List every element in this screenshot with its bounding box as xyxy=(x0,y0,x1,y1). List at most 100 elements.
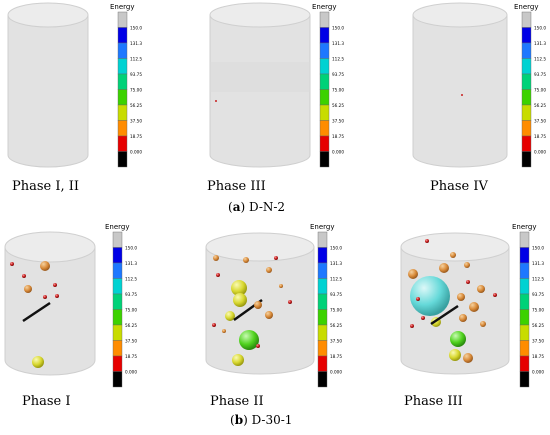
colorbar-swatch xyxy=(319,58,330,75)
colorbar-swatch xyxy=(317,309,328,326)
colorbar-swatch xyxy=(112,278,123,295)
colorbar-tick: 112.5 xyxy=(125,277,137,282)
colorbar-swatch xyxy=(117,151,128,168)
colorbar-tick: 0.000 xyxy=(332,150,344,155)
colorbar-title: Energy xyxy=(514,3,539,11)
colorbar-tick: 112.5 xyxy=(330,277,342,282)
colorbar-swatch xyxy=(117,42,128,59)
colorbar-tick: 0.000 xyxy=(532,370,544,375)
colorbar-swatch xyxy=(112,231,123,248)
colorbar-swatch xyxy=(112,293,123,310)
colorbar-tick: 93.75 xyxy=(330,292,342,297)
colorbar-tick: 37.50 xyxy=(130,119,142,124)
colorbar-tick: 112.5 xyxy=(332,57,344,62)
colorbar-tick: 150.0 xyxy=(532,246,544,251)
colorbar-swatch xyxy=(112,371,123,388)
panel-label-a3: Phase IV xyxy=(430,179,489,194)
colorbar-swatch xyxy=(112,309,123,326)
colorbar-tick: 131.3 xyxy=(330,261,342,266)
colorbar-swatch xyxy=(319,42,330,59)
colorbar-swatch xyxy=(317,231,328,248)
colorbar-tick: 18.75 xyxy=(534,134,546,139)
colorbar-tick: 0.000 xyxy=(130,150,142,155)
colorbar-title: Energy xyxy=(312,3,337,11)
colorbar-swatch xyxy=(521,104,532,121)
colorbar-tick: 75.00 xyxy=(125,308,137,313)
panel-label-b2: Phase II xyxy=(210,394,264,409)
colorbar-swatch xyxy=(319,89,330,106)
colorbar-tick: 18.75 xyxy=(332,134,344,139)
colorbar-tick: 56.25 xyxy=(532,323,544,328)
colorbar-title: Energy xyxy=(110,3,135,11)
panel-label-a2: Phase III xyxy=(207,179,266,194)
colorbar-swatch xyxy=(521,27,532,44)
colorbar-tick: 0.000 xyxy=(534,150,546,155)
colorbar-tick: 37.50 xyxy=(125,339,137,344)
colorbar-a1: Energy 150.0 131.3 112.5 93.75 75.00 56.25 37.5… xyxy=(110,3,142,168)
colorbar-swatch xyxy=(319,11,330,28)
caption-a: (a) D-N-2 xyxy=(228,200,285,214)
colorbar-swatch xyxy=(521,120,532,137)
colorbar-swatch xyxy=(519,324,530,341)
colorbar-swatch xyxy=(317,371,328,388)
colorbar-swatch xyxy=(319,104,330,121)
colorbar-tick: 112.5 xyxy=(534,57,546,62)
colorbar-b2: Energy 150.0 131.3 112.5 93.75 75.00 56.25 37.5… xyxy=(310,223,342,388)
caption-b-text: D-30-1 xyxy=(248,413,293,427)
cylinder-b1 xyxy=(4,231,96,376)
cylinder-a1 xyxy=(7,2,89,168)
colorbar-swatch xyxy=(519,293,530,310)
colorbar-swatch xyxy=(117,135,128,152)
colorbar-swatch xyxy=(521,42,532,59)
colorbar-swatch xyxy=(519,309,530,326)
colorbar-tick: 131.3 xyxy=(534,41,546,46)
colorbar-tick: 131.3 xyxy=(130,41,142,46)
colorbar-swatch xyxy=(117,120,128,137)
colorbar-tick: 150.0 xyxy=(330,246,342,251)
colorbar-a3: Energy 150.0 131.3 112.5 93.75 75.00 56.25 37.5… xyxy=(514,3,546,168)
colorbar-swatch xyxy=(519,355,530,372)
colorbar-tick: 0.000 xyxy=(330,370,342,375)
colorbar-tick: 18.75 xyxy=(130,134,142,139)
colorbar-tick: 37.50 xyxy=(330,339,342,344)
colorbar-swatch xyxy=(317,324,328,341)
colorbar-tick: 0.000 xyxy=(125,370,137,375)
cylinder-a3 xyxy=(412,2,508,168)
colorbar-swatch xyxy=(519,231,530,248)
colorbar-tick: 75.00 xyxy=(130,88,142,93)
colorbar-swatch xyxy=(319,120,330,137)
colorbar-tick: 93.75 xyxy=(534,72,546,77)
colorbar-swatch xyxy=(117,27,128,44)
colorbar-tick: 56.25 xyxy=(130,103,142,108)
colorbar-swatch xyxy=(319,151,330,168)
colorbar-tick: 93.75 xyxy=(130,72,142,77)
cylinder-b3 xyxy=(400,232,510,375)
colorbar-swatch xyxy=(117,73,128,90)
cylinder-b2 xyxy=(205,232,315,375)
colorbar-swatch xyxy=(117,89,128,106)
colorbar-tick: 18.75 xyxy=(125,354,137,359)
caption-b-letter: b xyxy=(235,413,243,427)
colorbar-tick: 56.25 xyxy=(330,323,342,328)
colorbar-tick: 150.0 xyxy=(534,26,546,31)
caption-a-text: D-N-2 xyxy=(245,200,285,214)
colorbar-swatch xyxy=(519,340,530,357)
colorbar-swatch xyxy=(519,278,530,295)
colorbar-swatch xyxy=(521,11,532,28)
colorbar-swatch xyxy=(117,11,128,28)
colorbar-swatch xyxy=(112,262,123,279)
colorbar-tick: 56.25 xyxy=(534,103,546,108)
colorbar-swatch xyxy=(112,340,123,357)
colorbar-swatch xyxy=(319,135,330,152)
colorbar-swatch xyxy=(521,73,532,90)
colorbar-tick: 93.75 xyxy=(332,72,344,77)
colorbar-swatch xyxy=(519,247,530,264)
caption-b: (b) D-30-1 xyxy=(230,413,292,427)
colorbar-swatch xyxy=(117,104,128,121)
colorbar-tick: 131.3 xyxy=(532,261,544,266)
colorbar-tick: 37.50 xyxy=(534,119,546,124)
colorbar-swatch xyxy=(317,293,328,310)
colorbar-swatch xyxy=(319,73,330,90)
colorbar-swatch xyxy=(112,324,123,341)
